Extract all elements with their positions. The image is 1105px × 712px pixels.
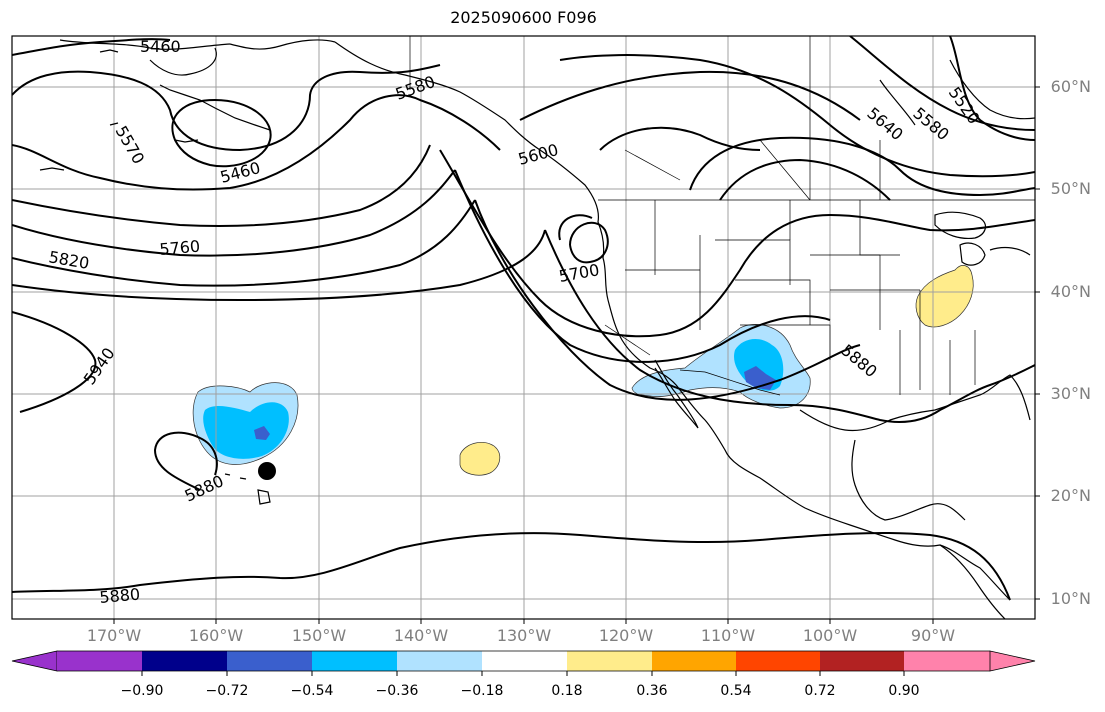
contour-label: 5880 xyxy=(99,585,141,607)
contour-label: 5820 xyxy=(47,247,90,273)
colorbar-tick-label: −0.54 xyxy=(290,683,334,699)
lon-label-90w: 90°W xyxy=(910,626,956,645)
colorbar-tick-label: −0.72 xyxy=(205,683,249,699)
lon-label-130w: 130°W xyxy=(496,626,552,645)
contour-label: 5640 xyxy=(863,104,906,145)
lat-label-10n: 10°N xyxy=(1050,589,1091,608)
contour-label: 5760 xyxy=(159,237,201,259)
colorbar-tick-label: 0.36 xyxy=(636,683,668,699)
lat-label-40n: 40°N xyxy=(1050,282,1091,301)
lon-label-120w: 120°W xyxy=(598,626,654,645)
colorbar-segment xyxy=(482,651,567,671)
positive-anomaly xyxy=(915,265,974,328)
lat-label-60n: 60°N xyxy=(1050,77,1091,96)
colorbar-extend-high xyxy=(989,650,1036,672)
contour-label: 5940 xyxy=(80,344,119,388)
contour-label: 5570 xyxy=(112,123,149,168)
location-marker xyxy=(258,462,276,480)
colorbar-segment xyxy=(820,651,904,671)
contour-label: 5880 xyxy=(837,341,880,382)
colorbar-tick-label: 0.18 xyxy=(551,683,583,699)
colorbar-tick-label: −0.18 xyxy=(460,683,504,699)
map-title: 2025090600 F096 xyxy=(450,8,597,27)
colorbar xyxy=(11,650,1036,676)
colorbar-segment xyxy=(567,651,652,671)
contour-label: 5460 xyxy=(140,37,181,56)
contour-label: 5880 xyxy=(182,471,227,505)
lon-label-170w: 170°W xyxy=(86,626,142,645)
lat-ticks xyxy=(1035,86,1040,600)
colorbar-segment xyxy=(397,651,482,671)
negative-anomaly-medium xyxy=(203,402,289,459)
lon-ticks xyxy=(113,619,934,624)
height-contours xyxy=(12,36,1035,601)
colorbar-segment xyxy=(312,651,397,671)
negative-anomaly-strong xyxy=(254,426,270,440)
lat-label-50n: 50°N xyxy=(1050,179,1091,198)
colorbar-tick-label: 0.72 xyxy=(804,683,836,699)
contour-label: 5600 xyxy=(516,140,560,169)
colorbar-tick-label: −0.90 xyxy=(120,683,164,699)
contour-label: 5700 xyxy=(557,260,600,286)
lat-label-20n: 20°N xyxy=(1050,486,1091,505)
lon-label-150w: 150°W xyxy=(291,626,347,645)
contour-label: 5580 xyxy=(909,104,952,145)
colorbar-segment xyxy=(736,651,820,671)
lon-label-110w: 110°W xyxy=(700,626,756,645)
colorbar-segment xyxy=(142,651,227,671)
colorbar-extend-low xyxy=(11,650,58,672)
positive-anomaly xyxy=(459,442,501,476)
colorbar-segment xyxy=(904,651,990,671)
colorbar-tick-label: 0.90 xyxy=(888,683,920,699)
colorbar-segment xyxy=(57,651,142,671)
colorbar-segment xyxy=(652,651,736,671)
colorbar-segment xyxy=(227,651,312,671)
lon-label-100w: 100°W xyxy=(802,626,858,645)
lon-label-140w: 140°W xyxy=(393,626,449,645)
contour-label-group: 5460 5580 5570 5460 5820 5760 5700 5940 … xyxy=(47,37,983,607)
colorbar-tick-label: −0.36 xyxy=(375,683,419,699)
lat-label-30n: 30°N xyxy=(1050,384,1091,403)
lon-label-160w: 160°W xyxy=(188,626,244,645)
graticule xyxy=(12,36,1035,619)
colorbar-tick-label: 0.54 xyxy=(720,683,752,699)
